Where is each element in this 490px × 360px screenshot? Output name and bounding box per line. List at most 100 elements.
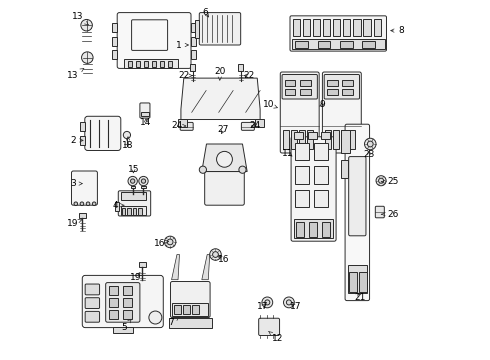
Bar xyxy=(314,190,328,207)
Bar xyxy=(333,130,339,149)
Bar xyxy=(364,19,370,36)
Bar xyxy=(300,80,311,86)
Polygon shape xyxy=(181,78,260,120)
Bar xyxy=(303,19,310,36)
Bar xyxy=(112,23,117,32)
FancyBboxPatch shape xyxy=(72,171,98,205)
Bar xyxy=(112,37,117,46)
Circle shape xyxy=(130,179,135,183)
FancyBboxPatch shape xyxy=(349,157,366,236)
Text: 1: 1 xyxy=(175,40,189,49)
Text: 16: 16 xyxy=(218,255,229,264)
Bar xyxy=(293,19,300,36)
Circle shape xyxy=(80,202,84,206)
Bar xyxy=(348,265,367,293)
Bar xyxy=(123,286,132,295)
Bar xyxy=(314,166,328,184)
Bar xyxy=(109,310,118,319)
Bar xyxy=(353,19,361,36)
Polygon shape xyxy=(202,255,210,280)
Circle shape xyxy=(239,166,246,173)
Bar xyxy=(127,208,131,215)
Bar xyxy=(285,89,295,95)
Circle shape xyxy=(167,239,173,245)
Bar xyxy=(342,160,348,178)
Bar xyxy=(124,59,178,68)
Bar xyxy=(112,50,117,59)
Circle shape xyxy=(86,202,90,206)
Text: 11: 11 xyxy=(282,149,294,158)
FancyBboxPatch shape xyxy=(290,16,387,51)
Bar xyxy=(363,41,375,48)
Bar xyxy=(295,190,309,207)
Text: 22: 22 xyxy=(243,71,254,80)
Circle shape xyxy=(262,297,273,308)
Bar xyxy=(116,202,119,211)
Bar xyxy=(141,112,148,116)
Bar xyxy=(136,61,140,67)
Bar xyxy=(238,64,243,71)
Bar xyxy=(325,130,331,149)
Text: 10: 10 xyxy=(263,100,277,109)
Bar xyxy=(128,61,132,67)
Text: 16: 16 xyxy=(153,238,169,248)
Circle shape xyxy=(286,300,292,305)
Bar xyxy=(360,272,367,292)
Bar xyxy=(80,122,85,131)
FancyBboxPatch shape xyxy=(106,283,140,322)
FancyBboxPatch shape xyxy=(345,124,369,301)
Circle shape xyxy=(149,311,162,324)
Text: 23: 23 xyxy=(364,150,375,159)
Text: 22: 22 xyxy=(178,71,192,80)
FancyBboxPatch shape xyxy=(85,311,99,322)
FancyBboxPatch shape xyxy=(85,298,99,309)
Polygon shape xyxy=(202,144,247,172)
Bar xyxy=(285,80,295,86)
Text: 6: 6 xyxy=(202,8,209,17)
Text: 3: 3 xyxy=(70,179,82,188)
Circle shape xyxy=(265,300,270,305)
Bar xyxy=(292,39,385,49)
Bar xyxy=(191,50,196,59)
FancyBboxPatch shape xyxy=(180,122,193,130)
Bar xyxy=(183,305,190,314)
Bar xyxy=(191,37,196,46)
FancyBboxPatch shape xyxy=(140,103,150,118)
Bar xyxy=(295,41,308,48)
Circle shape xyxy=(284,297,294,308)
Text: 21: 21 xyxy=(354,292,366,302)
Bar xyxy=(296,222,304,237)
FancyBboxPatch shape xyxy=(82,275,163,328)
Circle shape xyxy=(199,166,206,173)
Text: 12: 12 xyxy=(269,332,283,343)
Bar xyxy=(294,219,333,238)
FancyBboxPatch shape xyxy=(85,116,121,150)
FancyBboxPatch shape xyxy=(375,206,384,218)
FancyBboxPatch shape xyxy=(282,75,318,99)
Circle shape xyxy=(164,236,176,248)
Circle shape xyxy=(139,176,148,186)
Bar xyxy=(144,61,148,67)
Bar xyxy=(122,208,125,215)
Bar xyxy=(80,136,85,145)
Bar xyxy=(141,186,146,188)
FancyBboxPatch shape xyxy=(85,284,99,295)
FancyBboxPatch shape xyxy=(171,282,210,318)
Text: 27: 27 xyxy=(218,125,229,134)
Bar xyxy=(169,318,212,328)
Text: 19: 19 xyxy=(67,219,82,228)
Bar xyxy=(138,208,142,215)
Circle shape xyxy=(217,152,232,167)
Circle shape xyxy=(368,141,373,147)
Text: 26: 26 xyxy=(381,210,398,219)
Bar xyxy=(309,222,317,237)
Bar xyxy=(327,89,338,95)
Bar xyxy=(323,19,330,36)
Bar xyxy=(195,20,199,38)
Circle shape xyxy=(213,252,219,257)
Bar xyxy=(373,19,381,36)
Bar xyxy=(300,89,311,95)
FancyBboxPatch shape xyxy=(259,318,280,336)
Bar xyxy=(349,272,357,292)
Bar xyxy=(139,262,146,267)
